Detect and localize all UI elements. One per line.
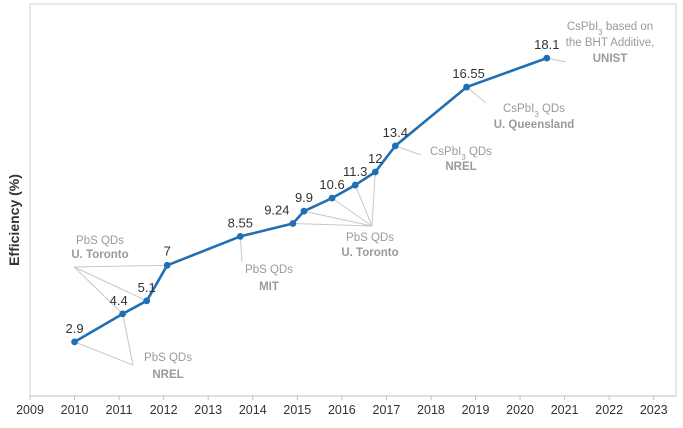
x-tick-label: 2017 <box>373 403 401 417</box>
annotation-detail: the BHT Additive, <box>566 37 655 49</box>
annotation-group: U. Queensland <box>494 119 575 131</box>
annotation-group: U. Toronto <box>341 247 398 259</box>
data-point <box>71 338 78 346</box>
annotation-material: PbS QDs <box>245 264 293 276</box>
annotation-group: U. Toronto <box>71 249 128 261</box>
annotation-group: MIT <box>259 281 279 293</box>
annotation-material: CsPbI3 based on <box>567 21 653 37</box>
annotation-leader-line <box>73 266 124 315</box>
x-tick-label: 2011 <box>106 403 133 417</box>
y-axis-label: Efficiency (%) <box>6 174 22 266</box>
annotation-leader-line <box>292 223 373 227</box>
data-point <box>236 233 244 240</box>
data-label: 9.24 <box>264 203 289 218</box>
x-tick-label: 2014 <box>239 403 267 417</box>
x-tick-label: 2020 <box>506 403 534 417</box>
x-tick-label: 2021 <box>551 403 579 417</box>
annotation-leader-line <box>331 197 373 227</box>
x-tick-label: 2010 <box>61 403 89 417</box>
data-point <box>543 54 551 62</box>
annotation-group: NREL <box>445 161 476 173</box>
x-tick-label: 2022 <box>595 403 623 417</box>
data-point <box>463 83 471 91</box>
data-label: 2.9 <box>66 321 84 336</box>
data-label: 18.1 <box>534 37 559 52</box>
data-label: 12 <box>368 151 382 166</box>
annotation-leader-line <box>466 86 487 104</box>
x-tick-label: 2023 <box>640 403 668 417</box>
data-point <box>289 220 297 227</box>
data-label: 10.6 <box>319 177 344 192</box>
annotation-leader-line <box>73 264 168 268</box>
annotation-material: PbS QDs <box>346 232 394 244</box>
x-tick-label: 2012 <box>150 403 178 417</box>
annotation-leader-line <box>303 210 373 227</box>
data-label: 8.55 <box>228 215 253 230</box>
x-tick-label: 2009 <box>16 403 44 417</box>
x-tick-label: 2018 <box>417 403 445 417</box>
data-point <box>300 207 308 215</box>
annotation-leader-line <box>354 184 373 227</box>
data-label: 11.3 <box>343 164 367 179</box>
x-tick-label: 2013 <box>194 403 222 417</box>
annotation-group: UNIST <box>593 53 628 65</box>
annotation-material: CsPbI3 QDs <box>503 103 565 119</box>
data-point <box>371 168 379 176</box>
x-tick-label: 2015 <box>283 403 311 417</box>
annotation-group: NREL <box>152 369 183 381</box>
data-label: 16.55 <box>452 66 485 81</box>
annotation-leader-line <box>74 341 134 366</box>
data-point <box>119 310 127 318</box>
annotation-leader-line <box>73 266 147 302</box>
annotation-material: PbS QDs <box>76 235 124 247</box>
x-tick-label: 2019 <box>462 403 490 417</box>
x-tick-label: 2016 <box>328 403 356 417</box>
annotation-material: CsPbI3 QDs <box>430 146 492 162</box>
annotation-leader-line <box>395 145 422 156</box>
data-label: 5.1 <box>138 280 156 295</box>
data-point <box>163 261 171 269</box>
data-label: 7 <box>164 243 171 258</box>
data-point <box>391 142 399 150</box>
data-point <box>143 297 151 305</box>
data-label: 9.9 <box>295 190 313 205</box>
data-point <box>351 181 359 189</box>
annotation-leader-line <box>371 171 376 227</box>
annotation-leader-line <box>239 236 243 263</box>
data-label: 4.4 <box>110 293 128 308</box>
annotation-leader-line <box>122 313 134 366</box>
data-label: 13.4 <box>383 125 408 140</box>
data-point <box>328 194 336 202</box>
annotation-material: PbS QDs <box>144 352 192 364</box>
